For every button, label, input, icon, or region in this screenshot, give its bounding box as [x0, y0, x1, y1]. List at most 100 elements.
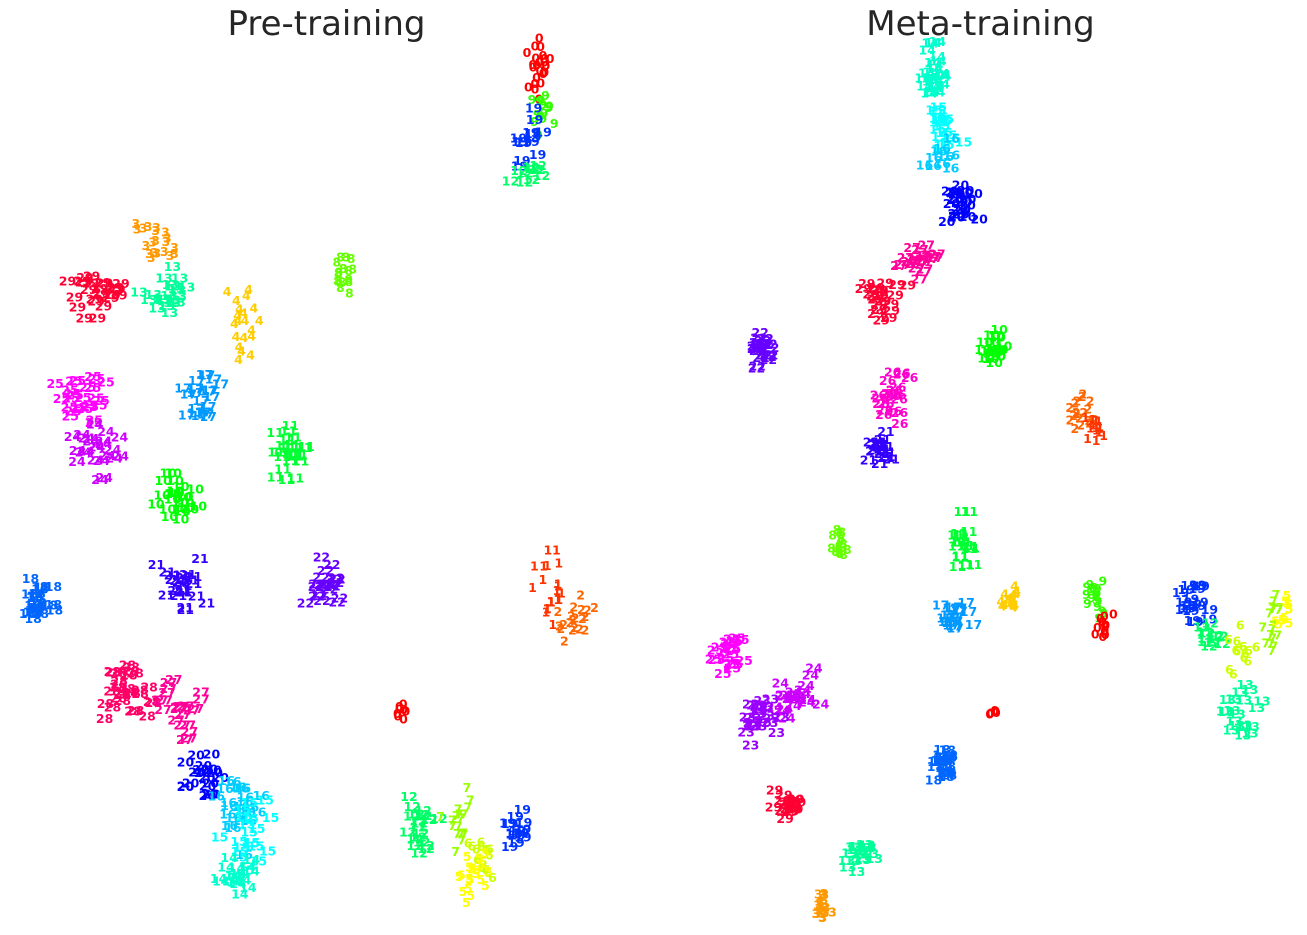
point-label-5: 5: [484, 864, 493, 879]
point-label-22: 22: [313, 593, 330, 608]
point-label-5: 5: [477, 872, 486, 887]
point-label-21: 21: [172, 568, 189, 583]
point-label-23: 23: [744, 718, 761, 733]
point-label-27: 27: [903, 240, 920, 255]
point-label-18: 18: [41, 598, 58, 613]
point-label-13: 13: [1234, 728, 1251, 743]
point-label-13: 13: [140, 292, 157, 307]
point-label-8: 8: [336, 249, 345, 264]
point-label-16: 16: [224, 774, 242, 789]
point-label-13: 13: [866, 851, 883, 866]
point-label-21: 21: [165, 572, 182, 587]
point-label-17: 17: [945, 600, 962, 615]
point-label-3: 3: [148, 234, 157, 249]
point-label-29: 29: [82, 276, 99, 291]
point-label-12: 12: [413, 807, 430, 822]
point-label-20: 20: [945, 185, 963, 200]
point-label-19: 19: [514, 830, 531, 845]
point-label-14: 14: [222, 873, 240, 888]
point-label-2: 2: [1090, 412, 1099, 427]
point-label-24: 24: [778, 711, 796, 726]
point-label-29: 29: [872, 313, 889, 328]
point-label-16: 16: [236, 794, 254, 809]
point-label-26: 26: [872, 396, 890, 411]
point-label-11: 11: [957, 557, 974, 572]
point-label-16: 16: [933, 141, 951, 156]
point-label-17: 17: [201, 382, 218, 397]
point-label-1: 1: [1083, 431, 1092, 446]
point-label-11: 11: [947, 527, 964, 542]
point-label-7: 7: [1271, 587, 1280, 602]
point-label-1: 1: [543, 558, 552, 573]
point-label-23: 23: [772, 709, 789, 724]
point-label-16: 16: [943, 131, 961, 146]
point-label-13: 13: [845, 840, 862, 855]
point-label-7: 7: [1269, 601, 1278, 616]
point-label-5: 5: [465, 872, 474, 887]
point-label-13: 13: [838, 853, 855, 868]
point-label-25: 25: [723, 641, 740, 656]
point-label-3: 3: [147, 250, 156, 265]
point-label-11: 11: [960, 524, 977, 539]
point-label-16: 16: [234, 780, 252, 795]
point-label-18: 18: [27, 602, 44, 617]
point-label-19: 19: [1189, 578, 1206, 593]
point-label-9: 9: [545, 100, 554, 115]
point-label-21: 21: [182, 572, 199, 587]
point-label-24: 24: [73, 427, 91, 442]
point-label-4: 4: [1012, 583, 1021, 598]
point-label-20: 20: [177, 779, 195, 794]
point-label-21: 21: [167, 583, 184, 598]
point-label-0: 0: [399, 696, 408, 711]
point-label-10: 10: [982, 351, 1000, 366]
point-label-13: 13: [862, 846, 879, 861]
point-label-13: 13: [849, 839, 866, 854]
point-label-1: 1: [547, 594, 556, 609]
point-label-14: 14: [933, 77, 951, 92]
point-label-27: 27: [918, 237, 935, 252]
point-label-18: 18: [26, 590, 43, 605]
point-label-3: 3: [818, 887, 827, 902]
point-label-2: 2: [1073, 394, 1082, 409]
point-label-8: 8: [344, 263, 353, 278]
point-label-26: 26: [886, 382, 904, 397]
point-label-24: 24: [780, 688, 798, 703]
point-label-2: 2: [568, 622, 577, 637]
point-label-19: 19: [515, 815, 532, 830]
point-label-11: 11: [278, 472, 295, 487]
point-label-7: 7: [448, 812, 457, 827]
point-label-27: 27: [916, 262, 933, 277]
point-label-10: 10: [983, 328, 1001, 343]
point-label-13: 13: [158, 298, 175, 313]
point-label-1: 1: [1095, 424, 1104, 439]
point-label-19: 19: [511, 159, 528, 174]
point-label-19: 19: [514, 822, 531, 837]
point-label-12: 12: [414, 803, 431, 818]
point-label-14: 14: [933, 67, 951, 82]
point-label-17: 17: [187, 381, 204, 396]
point-label-10: 10: [159, 502, 177, 517]
point-label-22: 22: [749, 343, 766, 358]
point-label-29: 29: [774, 803, 791, 818]
point-label-9: 9: [545, 99, 554, 114]
point-label-7: 7: [1265, 605, 1274, 620]
point-label-5: 5: [1280, 610, 1289, 625]
point-label-2: 2: [1084, 401, 1093, 416]
point-label-1: 1: [539, 558, 548, 573]
point-label-12: 12: [409, 814, 426, 829]
point-label-29: 29: [871, 283, 888, 298]
point-label-19: 19: [1191, 594, 1208, 609]
point-label-19: 19: [1182, 591, 1199, 606]
point-label-17: 17: [212, 377, 229, 392]
point-label-27: 27: [176, 732, 193, 747]
point-label-8: 8: [339, 261, 348, 276]
point-label-18: 18: [45, 597, 62, 612]
point-label-16: 16: [235, 802, 253, 817]
point-label-4: 4: [1009, 587, 1018, 602]
point-label-12: 12: [418, 838, 435, 853]
point-label-5: 5: [1278, 612, 1287, 627]
point-label-6: 6: [1239, 639, 1248, 654]
point-label-27: 27: [912, 253, 929, 268]
point-label-8: 8: [843, 542, 852, 557]
point-label-6: 6: [481, 842, 490, 857]
